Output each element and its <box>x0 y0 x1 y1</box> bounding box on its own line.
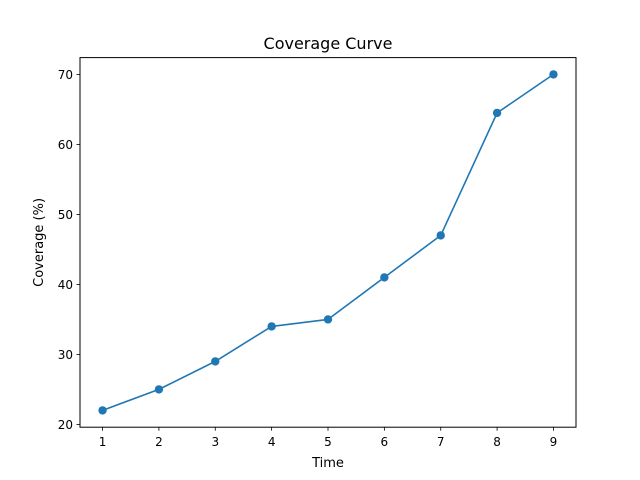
chart-title: Coverage Curve <box>264 34 393 53</box>
data-point <box>323 315 333 324</box>
y-axis-ticks: 20 30 40 50 60 70 <box>58 68 80 432</box>
y-tick-label: 50 <box>58 208 73 222</box>
x-tick-label: 9 <box>550 435 558 449</box>
y-tick-label: 20 <box>58 418 73 432</box>
x-tick-label: 5 <box>324 435 332 449</box>
data-point <box>98 406 107 415</box>
data-point <box>211 357 220 366</box>
x-tick-label: 4 <box>268 435 276 449</box>
data-point <box>492 108 502 118</box>
plot-area: 1 2 3 4 5 6 7 8 9 20 30 40 50 60 70 <box>58 57 577 449</box>
x-tick-label: 3 <box>211 435 219 449</box>
axes-frame <box>79 57 577 428</box>
data-point <box>436 231 445 240</box>
y-tick-label: 40 <box>58 278 73 292</box>
data-point <box>154 385 164 394</box>
y-tick-label: 60 <box>58 138 73 152</box>
data-point <box>267 322 276 331</box>
x-tick-label: 7 <box>437 435 445 449</box>
x-tick-label: 6 <box>381 435 389 449</box>
y-tick-label: 70 <box>58 68 73 82</box>
series-layer <box>98 70 558 415</box>
x-tick-label: 2 <box>155 435 163 449</box>
y-tick-label: 30 <box>58 348 73 362</box>
data-point <box>380 273 389 282</box>
x-axis-label: Time <box>311 456 344 471</box>
y-axis-label: Coverage (%) <box>32 198 47 287</box>
x-axis-ticks: 1 2 3 4 5 6 7 8 9 <box>99 427 558 449</box>
x-tick-label: 1 <box>99 435 107 449</box>
x-tick-label: 8 <box>493 435 501 449</box>
data-point <box>549 70 558 79</box>
